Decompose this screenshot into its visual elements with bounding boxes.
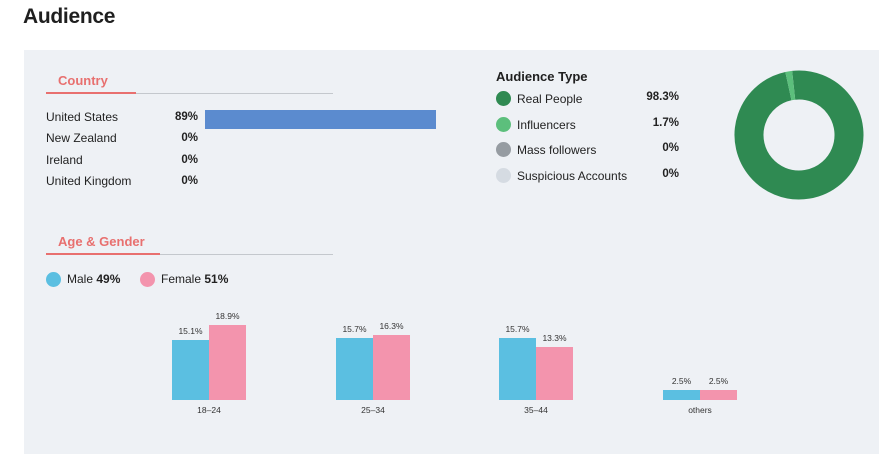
male-bar bbox=[172, 340, 209, 400]
audience-type-row: Influencers 1.7% bbox=[496, 117, 696, 135]
female-value-label: 13.3% bbox=[542, 333, 567, 344]
country-row: Ireland 0% bbox=[46, 153, 426, 171]
audience-type-pct: 98.3% bbox=[646, 91, 679, 103]
male-bar bbox=[663, 390, 700, 400]
female-value-label: 18.9% bbox=[215, 311, 240, 321]
female-value-label: 2.5% bbox=[708, 376, 729, 387]
audience-type-label: Influencers bbox=[517, 118, 576, 132]
country-name: Ireland bbox=[46, 153, 83, 167]
male-value-label: 15.7% bbox=[505, 323, 530, 334]
male-bar bbox=[499, 337, 536, 400]
age-category-label: 18–24 bbox=[197, 405, 221, 415]
legend-male-text: Male 49% bbox=[67, 272, 121, 286]
audience-type-label: Suspicious Accounts bbox=[517, 169, 628, 183]
donut-slice bbox=[785, 70, 796, 101]
audience-type-dot-icon bbox=[496, 168, 511, 183]
country-divider-accent bbox=[46, 92, 136, 94]
audience-type-dot-icon bbox=[496, 142, 511, 157]
age-category-label: 35–44 bbox=[524, 405, 548, 415]
age-category-label: others bbox=[688, 405, 712, 415]
female-bar bbox=[373, 335, 410, 400]
country-pct: 0% bbox=[181, 154, 198, 166]
age-gender-divider bbox=[46, 254, 333, 255]
audience-type-label: Mass followers bbox=[517, 143, 597, 157]
country-name: United Kingdom bbox=[46, 174, 132, 188]
country-name: New Zealand bbox=[46, 131, 117, 145]
legend-female-text: Female 51% bbox=[161, 272, 229, 286]
audience-type-row: Mass followers 0% bbox=[496, 142, 696, 160]
audience-type-label: Real People bbox=[517, 92, 583, 106]
female-bar bbox=[700, 390, 737, 400]
audience-panel: Country United States 89% New Zealand 0% Ire… bbox=[24, 50, 879, 454]
female-value-label: 16.3% bbox=[379, 321, 404, 332]
male-bar bbox=[336, 337, 373, 400]
country-pct: 0% bbox=[181, 132, 198, 144]
country-row: United States 89% bbox=[46, 110, 436, 129]
female-bar bbox=[536, 347, 573, 400]
audience-type-row: Suspicious Accounts 0% bbox=[496, 168, 696, 186]
country-name: United States bbox=[46, 110, 119, 124]
audience-type-pct: 1.7% bbox=[652, 117, 679, 129]
audience-type-title: Audience Type bbox=[496, 69, 588, 84]
country-row: New Zealand 0% bbox=[46, 131, 426, 149]
male-dot-icon bbox=[46, 272, 61, 287]
country-section-title: Country bbox=[58, 73, 108, 88]
age-gender-chart: 15.1% 18.9% 18–24 15.7% 16.3% 25–34 15.7% 13.3%… bbox=[24, 300, 879, 420]
audience-type-donut bbox=[734, 70, 864, 200]
age-category-label: 25–34 bbox=[361, 405, 385, 415]
age-gender-section-title: Age & Gender bbox=[58, 234, 145, 249]
country-row: United Kingdom 0% bbox=[46, 174, 426, 192]
male-value-label: 2.5% bbox=[671, 376, 692, 387]
donut-slice bbox=[734, 70, 864, 200]
audience-type-row: Real People 98.3% bbox=[496, 91, 696, 109]
audience-type-pct: 0% bbox=[662, 168, 679, 180]
female-dot-icon bbox=[140, 272, 155, 287]
country-pct: 0% bbox=[181, 175, 198, 187]
country-divider bbox=[46, 93, 333, 94]
country-pct: 89% bbox=[174, 111, 198, 123]
audience-type-pct: 0% bbox=[662, 142, 679, 154]
page-title: Audience bbox=[23, 5, 116, 28]
female-bar bbox=[209, 325, 246, 400]
male-value-label: 15.7% bbox=[342, 323, 367, 334]
audience-type-dot-icon bbox=[496, 117, 511, 132]
audience-type-dot-icon bbox=[496, 91, 511, 106]
country-bar bbox=[205, 110, 436, 129]
male-value-label: 15.1% bbox=[178, 326, 203, 337]
age-gender-divider-accent bbox=[46, 253, 160, 255]
